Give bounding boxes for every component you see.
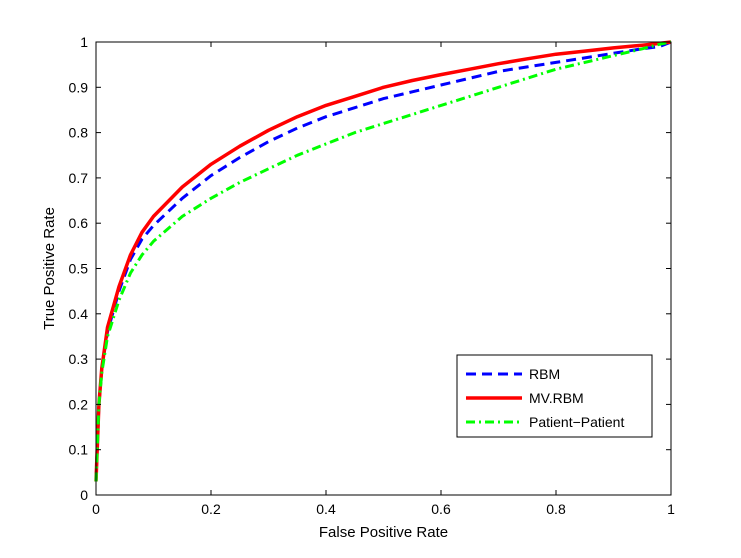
- x-tick-label: 0: [92, 501, 100, 517]
- x-axis-label: False Positive Rate: [319, 524, 448, 541]
- y-tick-label: 0.4: [69, 306, 89, 322]
- y-tick-label: 0.1: [69, 442, 89, 458]
- legend-label: Patient−Patient: [529, 414, 624, 430]
- y-tick-label: 0.2: [69, 396, 89, 412]
- y-tick-label: 0.9: [69, 79, 89, 95]
- series-line-mv-rbm: [94, 40, 672, 482]
- legend-box: [456, 354, 653, 438]
- y-tick-label: 0.6: [69, 215, 89, 231]
- y-tick-label: 1: [80, 34, 88, 50]
- y-tick-label: 0.7: [69, 170, 89, 186]
- y-tick-label: 0.8: [69, 125, 89, 141]
- y-tick-label: 0: [80, 487, 88, 503]
- legend-items: RBM MV.RBM Patient−Patient: [466, 366, 624, 430]
- legend-label: RBM: [529, 366, 560, 382]
- legend: RBM MV.RBM Patient−Patient: [456, 354, 653, 438]
- legend-label: MV.RBM: [529, 390, 584, 406]
- x-tick-label: 0.2: [201, 501, 221, 517]
- x-tick-label: 0.6: [431, 501, 451, 517]
- y-axis-label: True Positive Rate: [41, 207, 58, 330]
- series-line-rbm: [94, 40, 672, 482]
- x-tick-label: 0.8: [546, 501, 566, 517]
- y-tick-label: 0.5: [69, 261, 89, 277]
- series-line-patient-patient: [94, 40, 672, 482]
- series-layer: [94, 40, 672, 482]
- x-tick-label: 0.4: [316, 501, 336, 517]
- y-tick-label: 0.3: [69, 351, 89, 367]
- x-tick-label: 1: [667, 501, 675, 517]
- ticks-layer: 0 0.2 0.4 0.6 0.8 1 0 0.1 0.2 0.3 0.4 0.5 0.6 0.7 0.8 0…: [69, 34, 676, 517]
